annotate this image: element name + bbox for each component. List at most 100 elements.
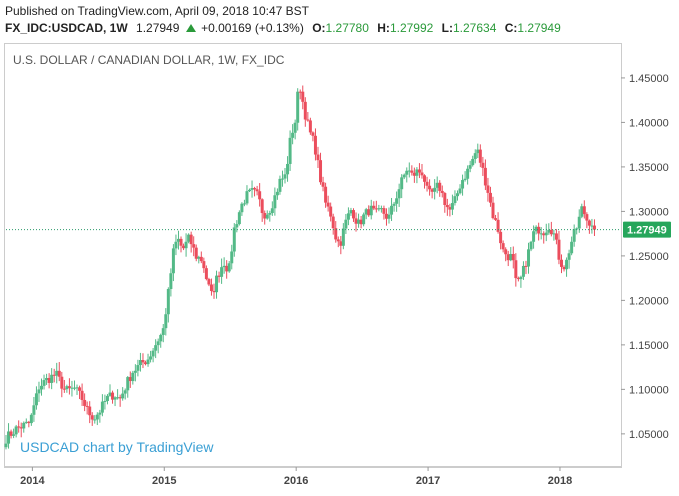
candle-body [354,218,358,224]
candle-body [192,244,196,248]
candle-body [78,387,82,391]
price-axis-label: 1.05000 [629,429,669,441]
candle-body [516,278,520,280]
candle-body [278,178,282,192]
candle-body [123,390,127,394]
open-value: 1.27780 [325,21,369,35]
candle-body [351,210,355,219]
candle-body [131,372,135,382]
candle-body [367,209,371,216]
candle-body [364,209,368,215]
candle-body [580,206,584,217]
watermark: USDCAD chart by TradingView [20,439,214,455]
change-value: +0.00169 (+0.13%) [201,21,304,35]
price-axis-label: 1.40000 [629,117,669,129]
candle-body [369,205,373,216]
candle-body [260,199,264,214]
candle-body [4,443,8,448]
candle-body [37,389,41,394]
candle-body [40,385,44,390]
price-axis-label: 1.30000 [629,206,669,218]
candle-body [420,172,424,176]
chart-area[interactable]: U.S. DOLLAR / CANADIAN DOLLAR, 1W, FX_ID… [4,43,674,491]
candle-body [471,158,475,166]
candle-body [65,386,69,390]
candle-body [316,154,320,161]
candle-body [529,241,533,250]
candle-body [230,251,234,264]
candle-body [428,185,432,190]
candle-body [544,232,548,236]
candle-body [445,204,449,208]
close-label: C: [504,21,518,35]
candle-body [275,191,279,196]
time-axis-label: 2016 [284,475,308,487]
candle-body [379,208,383,210]
candle-body [590,225,594,227]
candle-body [62,388,66,390]
candle-body [179,238,183,246]
candle-body [433,187,437,192]
candle-body [17,426,21,428]
candle-body [501,243,505,250]
candle-body [473,153,477,159]
candle-body [554,233,558,240]
candle-body [27,421,31,424]
candle-body [407,170,411,172]
price-axis-label: 1.10000 [629,384,669,396]
candle-body [95,414,99,420]
time-axis-label: 2018 [548,475,572,487]
candle-body [263,213,267,219]
candle-body [491,202,495,219]
candle-body [291,132,295,138]
candle-body [199,256,203,262]
candle-body [288,137,292,164]
candle-body [253,188,257,190]
candle-body [382,208,386,214]
candle-body [458,188,462,194]
candle-body [80,390,84,400]
candle-body [549,229,553,235]
candle-body [24,421,28,423]
candle-body [121,393,125,399]
candle-body [537,226,541,234]
candle-body [390,205,394,215]
candle-body [488,192,492,203]
candle-body [90,415,94,420]
candle-body [532,231,536,242]
candle-body [176,238,180,242]
candle-body [415,169,419,176]
candle-body [425,181,429,186]
candle-body [509,253,513,261]
candle-body [506,254,510,261]
candle-body [346,213,350,220]
candle-body [72,387,76,389]
candle-body [559,259,563,267]
price-axis-label: 1.25000 [629,251,669,263]
candle-body [159,334,163,342]
candle-body [182,245,186,249]
candle-body [468,165,472,169]
candle-body [443,193,447,205]
candle-body [103,400,107,402]
candle-body [227,263,231,272]
candle-body [280,178,284,180]
price-axis-label: 1.15000 [629,340,669,352]
candle-body [319,160,323,183]
candle-body [85,405,89,407]
candle-body [486,185,490,193]
candle-body [237,212,241,225]
candle-body [258,191,262,200]
candle-body [339,241,343,246]
candle-body [144,362,148,365]
candle-body [133,370,137,373]
candle-body [60,376,64,389]
candle-body [22,422,26,429]
open-label: O: [312,21,326,35]
candlestick-chart[interactable]: U.S. DOLLAR / CANADIAN DOLLAR, 1W, FX_ID… [4,43,674,491]
candle-body [57,370,61,377]
candle-body [372,205,376,209]
symbol-label: FX_IDC:USDCAD, 1W [5,21,128,35]
candle-body [547,229,551,233]
candle-body [308,120,312,133]
